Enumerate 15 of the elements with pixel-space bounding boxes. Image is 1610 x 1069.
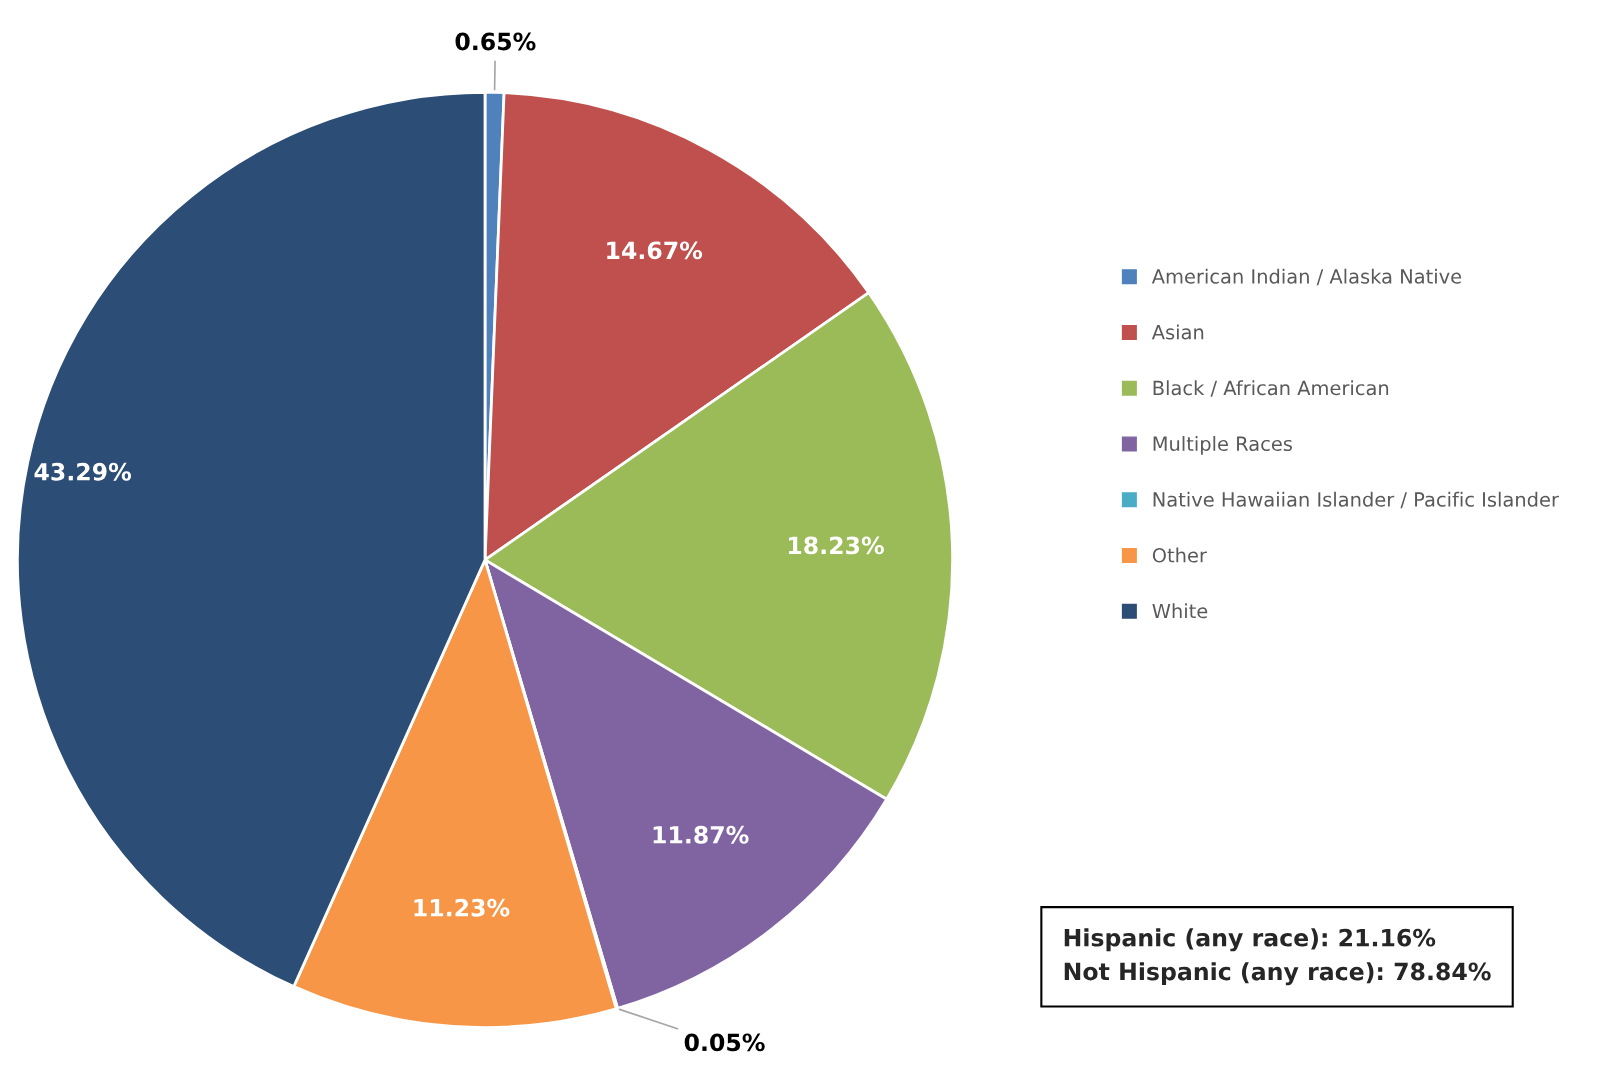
legend-label: American Indian / Alaska Native xyxy=(1151,268,1462,286)
legend-label: Black / African American xyxy=(1153,380,1389,397)
data-label: 14.67% xyxy=(607,241,703,260)
data-label: 0.05% xyxy=(684,1033,765,1052)
legend-label: Other xyxy=(1152,547,1207,563)
data-label: 11.87% xyxy=(653,825,749,844)
data-label: 18.23% xyxy=(788,536,884,555)
legend-label: Multiple Races xyxy=(1153,436,1292,455)
text: Hispanic (any race): 21.16% Not Hispanic (any race): 78.84% xyxy=(1064,928,1491,986)
data-label: 0.65% xyxy=(455,32,536,51)
legend-label: Asian xyxy=(1151,324,1204,340)
legend-label: White xyxy=(1152,603,1208,619)
data-label: 43.29% xyxy=(34,462,132,481)
legend-label: Native Hawaiian Islander / Pacific Islander xyxy=(1153,491,1559,509)
data-label: 11.23% xyxy=(414,898,510,917)
